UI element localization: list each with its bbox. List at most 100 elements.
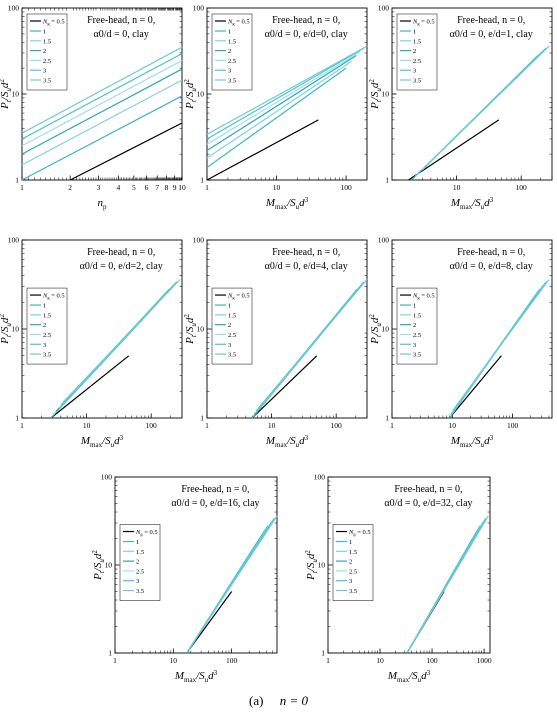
legend-box (26, 13, 68, 91)
legend-entry-3: 3 (228, 342, 231, 349)
legend-title: Ng = 0.5 (348, 529, 371, 537)
x-tick-label: 1 (326, 656, 330, 665)
x-tick-label: 1 (205, 421, 209, 430)
x-tick-label: 3 (96, 183, 100, 192)
series-line-Ng-0.5 (449, 355, 502, 419)
y-tick-label: 10 (197, 90, 205, 99)
caption-label: (a) (249, 693, 264, 708)
panel-title-line-1: Free-head, n = 0, (181, 484, 249, 495)
legend-entry-1.5: 1.5 (228, 38, 236, 45)
x-tick-label: 100 (516, 183, 528, 192)
legend-entry-2.5: 2.5 (136, 568, 144, 575)
panel-title-line-2: α0/d = 0, clay (94, 29, 149, 40)
chart-panel-a6: 1 10 100 1 10 100 Free-head, n = 0, α0/d = 0, e… (368, 236, 553, 449)
y-axis-label: Pt/Sud2 (304, 550, 319, 581)
y-axis-label: Pt/Sud2 (183, 314, 198, 345)
x-tick-label: 100 (226, 656, 238, 665)
legend-entry-2: 2 (413, 48, 416, 55)
panel-title-line-2: α0/d = 0, e/d=2, clay (80, 261, 163, 272)
series-line-Ng-3.5 (21, 46, 183, 134)
series-line-Ng-1 (206, 67, 347, 168)
figure-caption: (a) n = 0 (0, 693, 557, 709)
legend-entry-1.5: 1.5 (349, 549, 357, 556)
series-line-Ng-3.5 (453, 279, 550, 410)
y-tick-label: 10 (382, 90, 390, 99)
y-tick-label: 1 (321, 649, 325, 658)
legend-entry-2.5: 2.5 (43, 58, 51, 65)
x-tick-label: 10 (170, 656, 178, 665)
series-line-Ng-0.5 (408, 119, 500, 181)
legend-entry-2: 2 (413, 322, 416, 329)
series-line-Ng-0.5 (69, 122, 183, 181)
legend-entry-3.5: 3.5 (228, 352, 236, 359)
x-axis-label: Mmax/Sud3 (174, 669, 218, 684)
legend-entry-1.5: 1.5 (413, 312, 421, 319)
panel-title-line-2: α0/d = 0, e/d=8, clay (450, 261, 533, 272)
legend-title: Ng = 0.5 (227, 293, 250, 301)
panel-title-line-1: Free-head, n = 0, (457, 15, 525, 26)
panel-title-line-1: Free-head, n = 0, (87, 15, 155, 26)
y-tick-label: 10 (12, 325, 20, 334)
legend-entry-3: 3 (136, 578, 139, 585)
y-tick-label: 1 (385, 176, 389, 185)
legend-title: Ng = 0.5 (412, 19, 435, 27)
legend-entry-2.5: 2.5 (228, 58, 236, 65)
panel-title-line-2: α0/d = 0, e/d=0, clay (265, 29, 348, 40)
panel-title-line-2: α0/d = 0, e/d=32, clay (384, 498, 472, 509)
chart-panel-a7: 1 10 100 1 10 100 Free-head, n = 0, α0/d = 0, e… (91, 473, 278, 684)
y-tick-label: 10 (105, 561, 113, 570)
series-line-Ng-2 (206, 55, 357, 152)
y-tick-label: 100 (193, 4, 205, 13)
x-tick-label: 1 (20, 183, 24, 192)
legend-box (26, 287, 68, 365)
y-tick-label: 10 (318, 561, 326, 570)
x-tick-label: 8 (165, 183, 169, 192)
legend-title: Ng = 0.5 (227, 19, 250, 27)
legend-entry-2: 2 (136, 559, 139, 566)
x-axis-label: Mmax/Sud3 (80, 434, 124, 449)
legend-box (396, 13, 438, 91)
x-tick-label: 10 (376, 656, 384, 665)
series-line-Ng-0.5 (206, 119, 319, 181)
y-tick-label: 100 (8, 236, 20, 245)
legend-entry-3: 3 (413, 68, 416, 75)
legend-entry-3.5: 3.5 (136, 588, 144, 595)
legend-entry-3: 3 (413, 342, 416, 349)
series-line-Ng-3.5 (426, 45, 550, 166)
y-tick-label: 100 (101, 473, 113, 482)
chart-panel-a2: 1 10 100 1 10 100 Free-head, n = 0, α0/d = 0, e… (183, 4, 368, 211)
x-axis-label: Mmax/Sud3 (450, 196, 494, 211)
legend-entry-3: 3 (349, 578, 352, 585)
chart-panel-a3: 10 100 1 10 100 Free-head, n = 0, α0/d = 0, e/… (368, 4, 553, 211)
series-line-Ng-0.5 (251, 355, 318, 419)
y-tick-label: 100 (378, 4, 390, 13)
x-tick-label: 1 (20, 421, 24, 430)
y-tick-label: 1 (200, 176, 204, 185)
legend-entry-1.5: 1.5 (228, 312, 236, 319)
legend-title: Ng = 0.5 (412, 293, 435, 301)
series-line-Ng-3.5 (62, 279, 181, 403)
legend-entry-2.5: 2.5 (413, 58, 421, 65)
x-tick-label: 100 (426, 656, 438, 665)
panel-title-line-1: Free-head, n = 0, (272, 15, 340, 26)
x-tick-label: 7 (155, 183, 159, 192)
legend-entry-3: 3 (228, 68, 231, 75)
legend-box (211, 287, 253, 365)
legend-entry-3: 3 (43, 68, 46, 75)
legend-entry-2.5: 2.5 (349, 568, 357, 575)
x-tick-label: 6 (145, 183, 149, 192)
legend-entry-2: 2 (228, 48, 231, 55)
y-tick-label: 1 (15, 414, 19, 423)
x-axis-label: Mmax/Sud3 (387, 669, 431, 684)
legend-entry-2: 2 (43, 322, 46, 329)
legend-entry-1.5: 1.5 (43, 312, 51, 319)
series-line-Ng-3.5 (256, 279, 368, 410)
legend-entry-1.5: 1.5 (413, 38, 421, 45)
legend-box (119, 524, 161, 601)
y-tick-label: 100 (193, 236, 205, 245)
y-tick-label: 1 (108, 649, 112, 658)
legend-entry-1: 1 (349, 539, 352, 546)
x-tick-label: 4 (116, 183, 120, 192)
series-line-Ng-1 (21, 95, 183, 181)
